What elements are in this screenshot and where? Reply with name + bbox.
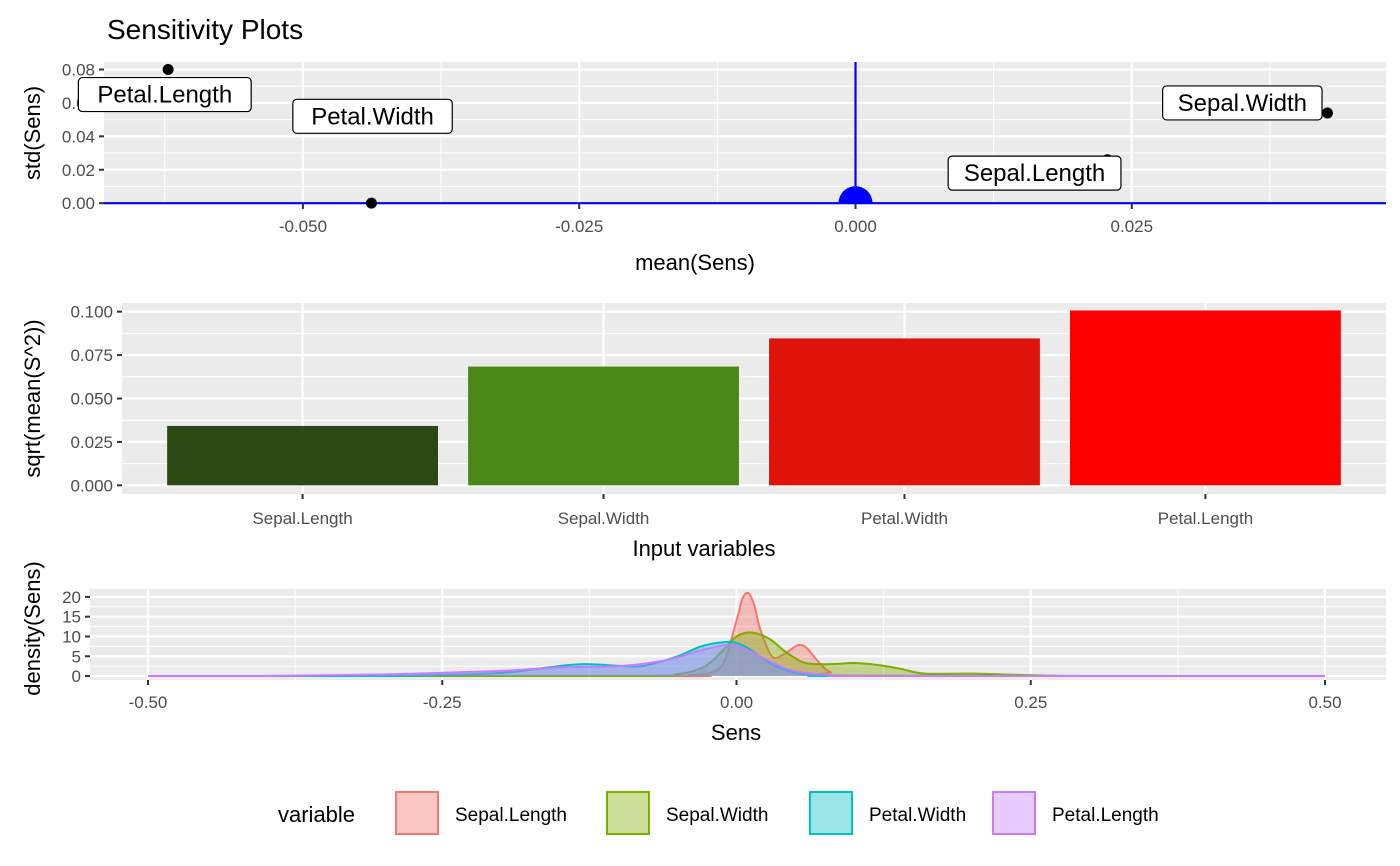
- bar-y-tick-label: 0.050: [70, 390, 113, 409]
- legend-items: Sepal.Length Sepal.Width Petal.Width Petal.…: [395, 791, 1159, 835]
- legend-key: [809, 791, 853, 835]
- scatter-labels: Petal.Length Petal.Width Sepal.Length Sepal…: [77, 76, 1323, 191]
- density-x-tick-label: -0.25: [423, 693, 462, 712]
- scatter-x-tick-label: -0.025: [555, 217, 603, 236]
- bar: [468, 366, 739, 486]
- plot-title: Sensitivity Plots: [107, 14, 303, 45]
- legend-key: [606, 791, 650, 835]
- scatter-y-tick-label: 0.02: [62, 161, 95, 180]
- bar-y-tick-label: 0.025: [70, 433, 113, 452]
- scatter-x-ticks: -0.050 -0.025 0.000 0.025: [279, 204, 1153, 236]
- bar-panel: Sepal.Length Sepal.Width Petal.Width Petal.…: [20, 303, 1386, 561]
- density-series-line: [148, 631, 1325, 678]
- density-y-tick-label: 10: [62, 627, 81, 646]
- density-x-axis-title: Sens: [711, 720, 761, 745]
- legend-label: Sepal.Width: [666, 805, 768, 826]
- density-y-tick-label: 15: [62, 608, 81, 627]
- density-area-fill: [148, 632, 1325, 677]
- bar-y-tick-label: 0.075: [70, 346, 113, 365]
- legend: variable Sepal.Length Sepal.Width Petal.Wi…: [278, 791, 1159, 835]
- density-series-line: [148, 643, 1325, 678]
- scatter-x-axis-title: mean(Sens): [635, 250, 755, 275]
- bar: [167, 425, 438, 486]
- scatter-x-tick-label: -0.050: [279, 217, 327, 236]
- bar-x-ticks: Sepal.Length Sepal.Width Petal.Width Petal.…: [252, 494, 1253, 528]
- legend-title: variable: [278, 802, 355, 827]
- scatter-label-box: [947, 155, 1122, 191]
- bar-category-label: Sepal.Length: [252, 509, 352, 528]
- scatter-y-tick-label: 0.00: [62, 194, 95, 213]
- legend-label: Petal.Width: [869, 805, 966, 826]
- bar-x-axis-title: Input variables: [632, 536, 775, 561]
- scatter-point-label: Petal.Length: [97, 82, 232, 109]
- scatter-reference-lines: [104, 62, 1386, 205]
- bar-y-tick-label: 0.100: [70, 303, 113, 322]
- density-areas: [148, 591, 1326, 678]
- scatter-point-label: Sepal.Length: [964, 160, 1105, 187]
- bar-marks: [167, 310, 1341, 486]
- density-x-tick-label: 0.50: [1308, 693, 1341, 712]
- bar-category-label: Petal.Width: [861, 509, 948, 528]
- density-y-tick-label: 5: [72, 647, 81, 666]
- bar-y-tick-label: 0.000: [70, 476, 113, 495]
- bar: [769, 338, 1040, 486]
- scatter-label-box: [77, 76, 252, 113]
- scatter-point-label: Sepal.Width: [1178, 90, 1307, 117]
- scatter-label-box: [1162, 85, 1323, 121]
- scatter-point: [162, 64, 174, 76]
- scatter-point-label: Petal.Width: [311, 103, 434, 130]
- density-x-ticks: -0.50 -0.25 0.00 0.25 0.50: [129, 680, 1342, 712]
- reference-origin-marker: [838, 186, 873, 204]
- bar-y-ticks: 0.000 0.025 0.050 0.075 0.100: [70, 303, 122, 495]
- scatter-point: [1321, 107, 1333, 119]
- density-area-fill: [148, 592, 1325, 677]
- density-area-fill: [148, 641, 1325, 677]
- density-x-tick-label: 0.25: [1014, 693, 1047, 712]
- scatter-y-axis-title: std(Sens): [20, 86, 45, 180]
- density-y-axis-title: density(Sens): [20, 561, 45, 696]
- scatter-x-tick-label: 0.000: [834, 217, 877, 236]
- density-x-tick-label: -0.50: [129, 693, 168, 712]
- bar-category-label: Sepal.Width: [558, 509, 650, 528]
- legend-label: Petal.Length: [1052, 805, 1159, 826]
- density-series-line: [148, 640, 1325, 678]
- bar-category-label: Petal.Length: [1158, 509, 1253, 528]
- legend-key: [395, 791, 439, 835]
- density-series-line: [148, 591, 1326, 678]
- scatter-y-tick-label: 0.08: [62, 61, 95, 80]
- scatter-point: [365, 197, 377, 209]
- scatter-label-box: [292, 98, 453, 134]
- scatter-y-tick-label: 0.04: [62, 127, 95, 146]
- bar: [1070, 310, 1341, 486]
- density-y-tick-label: 0: [72, 667, 81, 686]
- legend-label: Sepal.Length: [455, 805, 567, 826]
- density-y-tick-label: 20: [62, 588, 81, 607]
- scatter-x-tick-label: 0.025: [1111, 217, 1154, 236]
- bar-y-axis-title: sqrt(mean(S^2)): [20, 319, 45, 477]
- density-area-fill: [148, 644, 1325, 677]
- density-x-tick-label: 0.00: [720, 693, 753, 712]
- legend-key: [992, 791, 1036, 835]
